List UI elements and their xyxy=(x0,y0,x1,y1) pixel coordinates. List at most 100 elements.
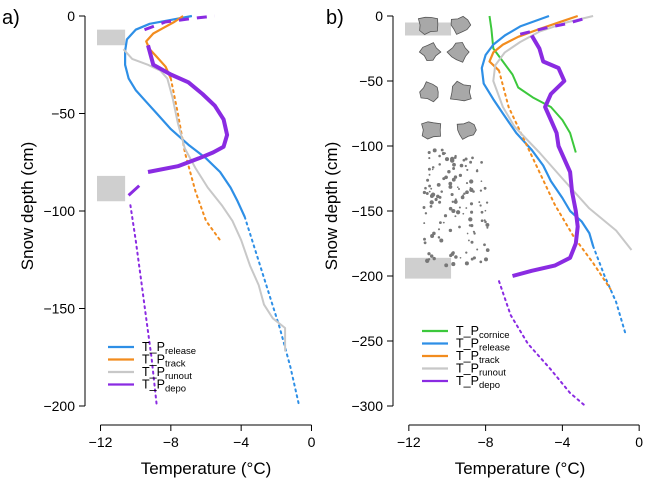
snow-grain-dot xyxy=(428,190,431,193)
x-tick-label: −12 xyxy=(397,434,421,450)
snow-grain-dot xyxy=(438,200,442,204)
snow-grain-icon xyxy=(450,80,472,102)
snow-grain-dot xyxy=(426,178,430,182)
snow-grain-dot xyxy=(423,222,426,225)
legend-label-runout: T_Prunout xyxy=(142,365,192,382)
snow-grain-dot xyxy=(468,217,473,222)
snow-grain-dot xyxy=(470,210,474,214)
snow-grain-dot xyxy=(472,256,476,260)
snow-grain-dot xyxy=(485,248,490,252)
snow-grain-dot xyxy=(425,192,429,195)
panel-b: b) 0 −50 −100 −150 −200 −250 −300 −12 −8 −4 0 Temp… xyxy=(322,7,643,478)
snow-grain-dot xyxy=(469,160,473,164)
snow-grain-dot xyxy=(439,238,444,243)
snow-grain-dot xyxy=(483,219,486,222)
snow-grain-dot xyxy=(422,206,426,209)
snow-grain-dot xyxy=(423,237,426,241)
snow-grain-dot xyxy=(469,179,474,184)
snow-grain-dot xyxy=(485,222,490,227)
snow-grain-dot xyxy=(454,200,458,204)
snow-grain-dot xyxy=(450,156,455,162)
x-axis-label-a: Temperature (°C) xyxy=(141,459,272,478)
panel-a: a) 0 −50 −100 −150 −200 −12 −8 −4 0 Temperature … xyxy=(2,7,316,478)
snow-grain-dot xyxy=(440,148,444,152)
y-tick-label: −100 xyxy=(351,138,383,154)
snow-grain-dot xyxy=(429,200,434,205)
snow-grain-dot xyxy=(438,163,441,166)
y-tick-label: −100 xyxy=(43,203,75,219)
series-line-depo-8 xyxy=(519,15,590,36)
series-line-depo-9 xyxy=(129,204,158,407)
y-tick-label: −300 xyxy=(351,398,383,414)
snow-grain-dot xyxy=(439,221,442,225)
snow-grain-dot xyxy=(471,156,474,160)
series-lines-a xyxy=(122,14,301,407)
snow-grain-dot xyxy=(430,187,433,190)
snow-grain-dot xyxy=(469,202,474,206)
snow-grain-dot xyxy=(459,256,462,259)
y-tick-label: 0 xyxy=(67,8,75,24)
legend-label-runout: T_Prunout xyxy=(456,362,506,379)
snow-grain-dot xyxy=(444,152,447,155)
snow-grain-dot xyxy=(480,161,483,164)
series-line-release-2 xyxy=(243,215,301,407)
snow-grain-dot xyxy=(480,210,484,214)
snow-grain-dot xyxy=(459,163,464,168)
snow-grain-dot xyxy=(447,169,451,174)
snow-grain-dot xyxy=(484,209,487,212)
y-tick-label: −150 xyxy=(351,203,383,219)
snow-grain-dot xyxy=(476,248,479,251)
series-line-release-1 xyxy=(124,14,246,218)
snow-grain-dot xyxy=(456,186,459,189)
snow-grain-dot xyxy=(469,186,472,189)
x-tick-label: −8 xyxy=(163,434,179,450)
snow-grain-dot xyxy=(472,230,475,233)
snow-grain-dot xyxy=(460,195,465,200)
snow-grain-dot xyxy=(427,150,431,155)
snow-grain-dot xyxy=(450,192,454,197)
snow-grain-dot xyxy=(485,201,489,204)
snow-grain-dot xyxy=(448,181,453,186)
snow-grain-icon xyxy=(421,121,442,140)
legend-b: T_PcorniceT_PreleaseT_PtrackT_PrunoutT_P… xyxy=(422,324,510,391)
snow-grain-dot xyxy=(479,204,482,207)
snow-grain-dot xyxy=(434,197,438,202)
legend-label-release: T_Prelease xyxy=(456,337,510,354)
series-line-depo-9 xyxy=(498,280,587,407)
snow-grain-icon xyxy=(418,42,442,62)
snow-grain-dot xyxy=(429,254,434,258)
snow-grain-dot xyxy=(444,157,450,162)
snow-grain-dot xyxy=(466,232,469,235)
snow-grain-dot xyxy=(442,221,445,224)
series-lines-b xyxy=(480,14,633,407)
snow-grain-dot xyxy=(455,210,461,215)
snow-grain-dot xyxy=(451,200,454,203)
snow-grain-dot xyxy=(443,214,448,218)
snow-grain-dot xyxy=(423,241,427,245)
snow-grain-dot xyxy=(449,253,453,258)
snow-grain-dot xyxy=(448,184,453,189)
y-tick-label: −200 xyxy=(351,268,383,284)
snow-grain-icon xyxy=(450,15,472,35)
snow-grain-dot xyxy=(467,239,470,242)
snow-grain-dot xyxy=(422,190,427,195)
snow-grain-dot xyxy=(480,180,483,183)
snow-grain-dot xyxy=(427,167,431,171)
x-tick-label: 0 xyxy=(308,434,316,450)
snow-grain-dot xyxy=(438,195,442,199)
panel-a-label: a) xyxy=(2,7,20,29)
snow-grain-dot xyxy=(432,256,436,261)
series-line-depo-7 xyxy=(143,14,215,32)
series-line-release-3 xyxy=(592,245,627,336)
y-axis-label-b: Snow depth (cm) xyxy=(322,142,341,271)
snow-grain-dot xyxy=(437,228,441,231)
snow-grain-dot xyxy=(465,190,469,195)
y-tick-label: 0 xyxy=(375,8,383,24)
y-tick-label: −150 xyxy=(43,301,75,317)
axes-a: 0 −50 −100 −150 −200 −12 −8 −4 0 xyxy=(43,8,315,450)
snow-grain-dot xyxy=(454,215,457,218)
snow-grain-dot xyxy=(452,162,456,167)
snow-grain-dot xyxy=(451,208,456,214)
snow-grain-dot xyxy=(452,167,456,170)
